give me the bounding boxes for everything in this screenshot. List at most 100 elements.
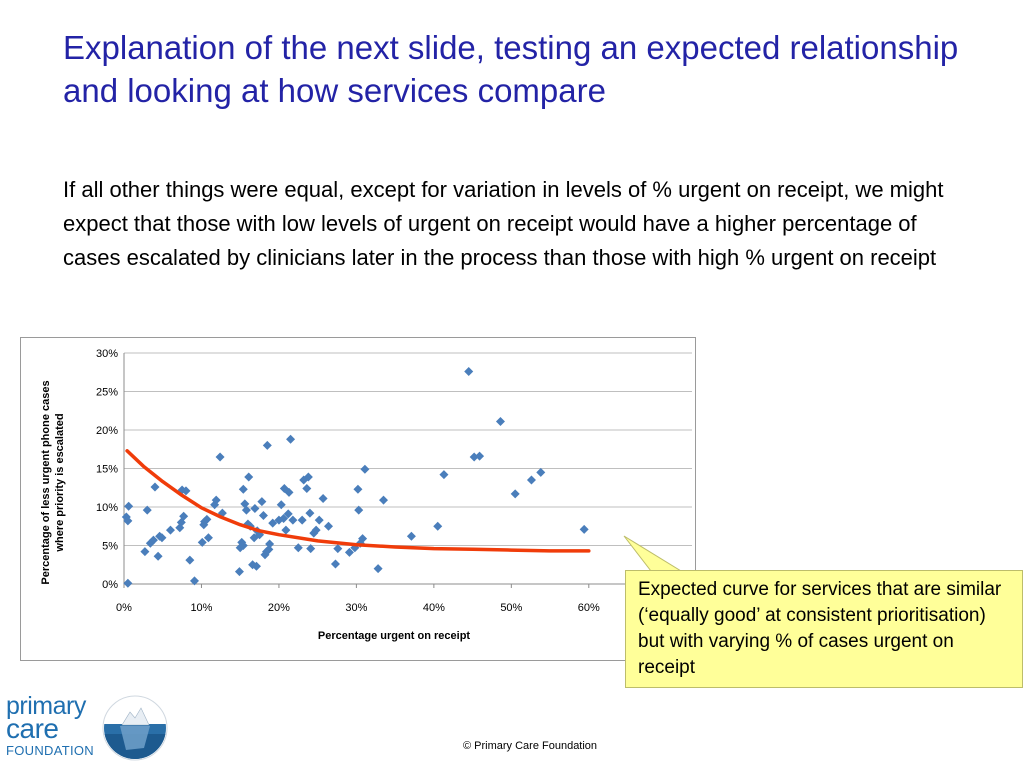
data-point: [215, 452, 225, 462]
data-point: [251, 561, 261, 571]
data-point: [314, 515, 324, 525]
logo-text-primary: primary: [6, 692, 86, 720]
x-tick-label: 40%: [423, 602, 445, 614]
x-tick-label: 0%: [116, 602, 132, 614]
data-point: [303, 472, 313, 482]
data-point: [406, 531, 416, 541]
data-point: [240, 499, 250, 509]
data-point: [150, 482, 160, 492]
data-point: [305, 508, 315, 518]
data-point: [344, 547, 354, 557]
data-point: [274, 515, 284, 525]
expected-curve: [125, 449, 591, 553]
callout-box: Expected curve for services that are sim…: [625, 570, 1023, 688]
data-point: [354, 505, 364, 515]
data-point: [148, 535, 158, 545]
x-tick-label: 50%: [500, 602, 522, 614]
data-point: [373, 564, 383, 574]
chart-canvas: 0%5%10%15%20%25%30%0% 10% 20% 30% 40% 50% 60% …: [40, 348, 692, 642]
data-point: [284, 487, 294, 497]
data-point: [353, 484, 363, 494]
data-point: [464, 366, 474, 376]
data-point: [333, 544, 343, 554]
data-point: [262, 440, 272, 450]
chart-axes: 0% 5% 10% 15% 20% 25% 30% 0% 10% 20% 30% 40% 50% 60%: [96, 348, 600, 614]
x-tick-label: 60%: [578, 602, 600, 614]
data-point: [123, 578, 133, 588]
y-tick-label: 5%: [102, 541, 118, 553]
data-point: [179, 511, 189, 521]
data-point: [181, 486, 191, 496]
x-tick-label: 10%: [190, 602, 212, 614]
data-point: [123, 516, 133, 526]
data-point: [579, 524, 589, 534]
logo-text-foundation: FOUNDATION: [6, 743, 94, 758]
y-tick-label: 15%: [96, 464, 118, 476]
data-point: [469, 452, 479, 462]
data-point: [211, 495, 221, 505]
data-point: [255, 530, 265, 540]
y-tick-label: 20%: [96, 425, 118, 437]
data-point: [124, 501, 134, 511]
data-point: [330, 559, 340, 569]
y-axis-label: Percentage of less urgent phone cases whe…: [40, 380, 66, 584]
data-point: [281, 525, 291, 535]
data-point: [358, 534, 368, 544]
data-point: [140, 547, 150, 557]
data-point: [510, 489, 520, 499]
data-point: [475, 451, 485, 461]
data-point: [257, 497, 267, 507]
data-point: [175, 523, 185, 533]
data-point: [250, 504, 260, 514]
x-tick-label: 30%: [345, 602, 367, 614]
copyright-notice: © Primary Care Foundation: [463, 740, 598, 752]
data-point: [185, 555, 195, 565]
callout-text: Expected curve for services that are sim…: [638, 579, 1002, 678]
data-point: [299, 475, 309, 485]
data-point: [360, 464, 370, 474]
data-point: [286, 434, 296, 444]
data-point: [258, 510, 268, 520]
data-point: [264, 544, 274, 554]
data-point: [197, 537, 207, 547]
slide-title: Explanation of the next slide, testing a…: [63, 29, 959, 109]
data-point: [297, 515, 307, 525]
primary-care-foundation-logo: [102, 695, 168, 761]
data-point: [189, 576, 199, 586]
y-tick-label: 10%: [96, 502, 118, 514]
data-point: [276, 500, 286, 510]
data-point: [248, 560, 258, 570]
data-point: [293, 543, 303, 553]
data-point: [302, 484, 312, 494]
data-point: [279, 514, 289, 524]
data-point: [249, 533, 259, 543]
data-point: [495, 417, 505, 427]
x-axis-label: Percentage urgent on receipt: [318, 630, 471, 642]
data-point: [526, 475, 536, 485]
expected-curve-line: [125, 449, 591, 553]
data-point: [306, 544, 316, 554]
data-point: [433, 521, 443, 531]
data-point: [217, 508, 227, 518]
scatter-points: [121, 366, 589, 588]
data-point: [238, 541, 248, 550]
data-point: [165, 525, 175, 535]
slide-body-text: If all other things were equal, except f…: [63, 177, 944, 270]
data-point: [142, 505, 152, 515]
y-tick-label: 30%: [96, 348, 118, 360]
chart-gridlines: [124, 352, 692, 585]
data-point: [288, 515, 298, 525]
logo-text-care: care: [6, 713, 59, 744]
data-point: [318, 494, 328, 504]
data-point: [279, 484, 289, 494]
data-point: [268, 518, 278, 528]
data-point: [157, 533, 167, 543]
data-point: [265, 539, 275, 549]
data-point: [153, 551, 163, 561]
scatter-chart: 0% 5% 10% 15% 20% 25% 30% 0% 10% 20% 30% 40% 50% 60% …: [20, 337, 696, 661]
data-point: [244, 472, 254, 482]
data-point: [238, 484, 248, 494]
data-point: [439, 470, 449, 480]
data-point: [379, 495, 389, 505]
data-point: [260, 550, 270, 560]
